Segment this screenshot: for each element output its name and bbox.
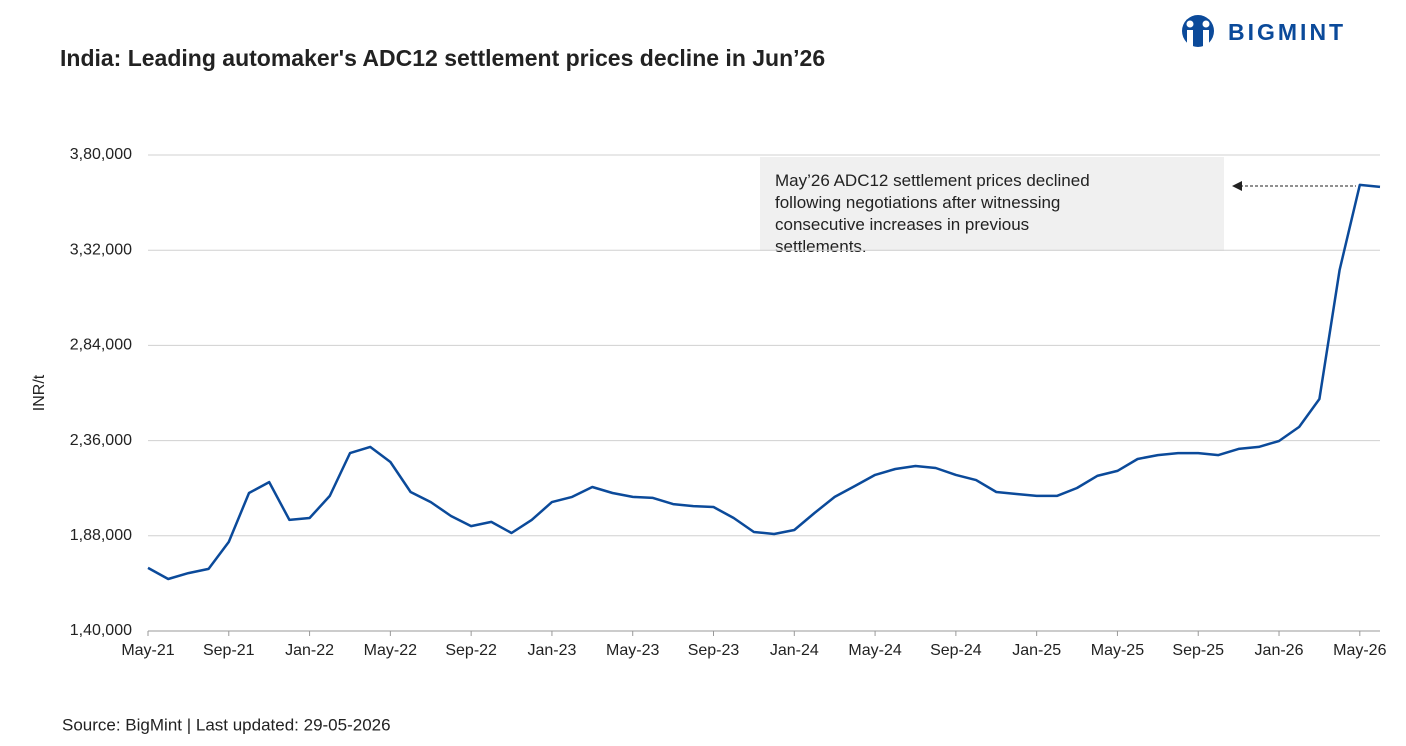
y-tick-label: 3,80,000 [70, 146, 132, 163]
x-tick-label: May-24 [848, 642, 901, 659]
x-tick-label: May-22 [364, 642, 417, 659]
y-tick-label: 2,84,000 [70, 337, 132, 354]
x-tick-label: May-21 [121, 642, 174, 659]
annotation-box [760, 157, 1224, 251]
logo-text: BIGMINT [1228, 19, 1346, 45]
source: Source: BigMint | Last updated: 29-05-20… [62, 715, 391, 734]
y-axis-label: INR/t [31, 374, 48, 411]
x-tick-label: Jan-25 [1012, 642, 1061, 659]
arrow-head [1232, 181, 1242, 191]
line [147, 183, 1381, 581]
x-tick-label: Jan-26 [1255, 642, 1304, 659]
annotation: May’26 ADC12 settlement prices declined f… [775, 171, 1090, 256]
y-tick-label: 2,36,000 [70, 432, 132, 449]
y-tick-label: 1,40,000 [70, 622, 132, 639]
x-tick-label: May-23 [606, 642, 659, 659]
x-tick-label: Sep-25 [1172, 642, 1224, 659]
x-tick-label: Jan-22 [285, 642, 334, 659]
y-tick-label: 3,32,000 [70, 241, 132, 258]
logo-icon [1182, 15, 1214, 47]
x-tick-label: Sep-21 [203, 642, 255, 659]
y-tick-label: 1,88,000 [70, 527, 132, 544]
x-tick-label: May-26 [1333, 642, 1386, 659]
x-tick-label: Sep-23 [688, 642, 740, 659]
x-tick-label: Jan-23 [527, 642, 576, 659]
x-tick-label: Jan-24 [770, 642, 819, 659]
x-tick-label: Sep-24 [930, 642, 982, 659]
x-tick-label: May-25 [1091, 642, 1144, 659]
chart-title: India: Leading automaker's ADC12 settlem… [60, 45, 825, 71]
x-tick-label: Sep-22 [445, 642, 497, 659]
